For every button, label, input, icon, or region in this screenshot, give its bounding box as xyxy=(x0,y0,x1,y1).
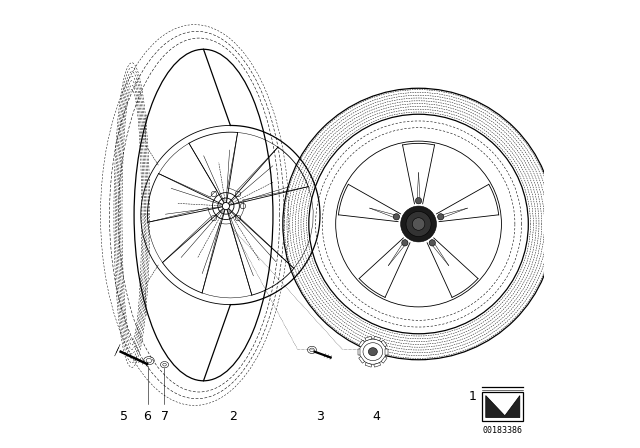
Text: 2: 2 xyxy=(228,410,237,423)
Text: 5: 5 xyxy=(120,410,128,423)
Ellipse shape xyxy=(412,218,425,230)
Ellipse shape xyxy=(438,214,444,220)
Ellipse shape xyxy=(222,202,230,210)
Ellipse shape xyxy=(402,240,408,246)
Text: 3: 3 xyxy=(316,410,324,423)
Ellipse shape xyxy=(415,198,422,204)
Polygon shape xyxy=(486,396,520,418)
Ellipse shape xyxy=(429,240,435,246)
Ellipse shape xyxy=(393,214,399,220)
Bar xyxy=(482,392,524,421)
Polygon shape xyxy=(381,357,387,363)
Polygon shape xyxy=(365,336,372,341)
Text: 6: 6 xyxy=(143,410,152,423)
Polygon shape xyxy=(374,336,381,341)
Polygon shape xyxy=(358,349,360,355)
Ellipse shape xyxy=(406,211,431,237)
Text: 4: 4 xyxy=(372,410,380,423)
Polygon shape xyxy=(365,362,372,367)
Ellipse shape xyxy=(401,206,436,242)
Polygon shape xyxy=(385,349,388,355)
Ellipse shape xyxy=(369,348,378,356)
Text: 7: 7 xyxy=(161,410,170,423)
Ellipse shape xyxy=(360,339,387,364)
Polygon shape xyxy=(381,340,387,347)
Polygon shape xyxy=(358,340,365,347)
Polygon shape xyxy=(358,357,365,363)
Text: 1: 1 xyxy=(468,390,476,403)
Text: 00183386: 00183386 xyxy=(483,426,523,435)
Polygon shape xyxy=(374,362,381,367)
